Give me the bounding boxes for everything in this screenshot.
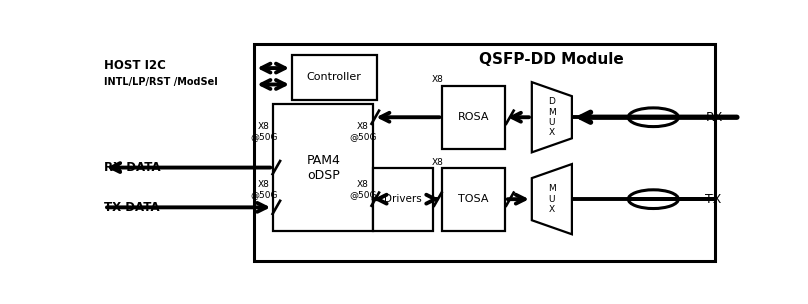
Bar [273,104,373,231]
Text: TOSA: TOSA [458,194,489,204]
Text: RX DATA: RX DATA [104,161,161,174]
Text: X8
@50G: X8 @50G [349,180,377,199]
Text: X8: X8 [432,158,444,167]
Bar [292,55,377,100]
Text: X8: X8 [432,75,444,84]
Text: M
U
X: M U X [548,184,556,214]
Text: INTL/LP/RST /ModSel: INTL/LP/RST /ModSel [104,77,218,87]
Bar [373,168,433,231]
Text: PAM4
oDSP: PAM4 oDSP [306,154,340,181]
Bar [442,86,505,149]
Bar [255,43,715,261]
Text: ROSA: ROSA [458,112,490,122]
Text: TX: TX [705,193,722,206]
Text: D
M
U
X: D M U X [548,97,556,137]
Text: Controller: Controller [307,72,362,82]
Text: QSFP-DD Module: QSFP-DD Module [479,52,625,67]
Polygon shape [532,82,572,152]
Text: TX DATA: TX DATA [104,201,160,214]
Text: RX: RX [705,111,722,124]
Text: HOST I2C: HOST I2C [104,59,166,72]
Text: Drivers: Drivers [385,194,422,204]
Text: X8
@50G: X8 @50G [250,122,278,141]
Text: X8
@50G: X8 @50G [349,122,377,141]
Bar [442,168,505,231]
Polygon shape [532,164,572,234]
Text: X8
@50G: X8 @50G [250,180,278,199]
